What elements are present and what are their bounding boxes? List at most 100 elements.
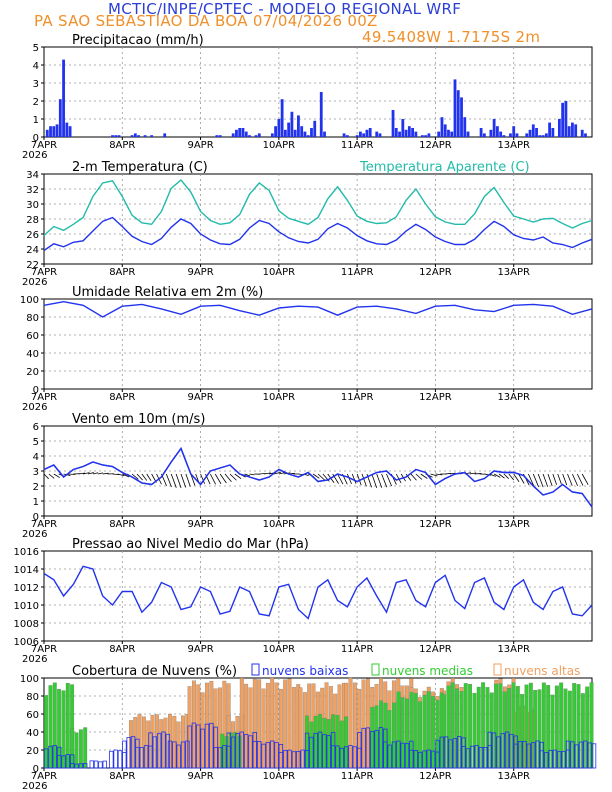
temperature-year-label: 2026 (22, 277, 47, 288)
cloud-bar-nuvens-baixas (291, 751, 297, 769)
precip-bar (453, 79, 457, 137)
precip-bar (496, 126, 499, 137)
wind-arrow (381, 473, 388, 488)
precip-xtick-label: 11APR (341, 140, 374, 151)
clouds-panel (41, 663, 597, 771)
cloud-bar-nuvens-altas (205, 682, 209, 769)
temperature-xtick-label: 10APR (263, 267, 296, 278)
wind-arrow (146, 473, 152, 482)
cloud-bar-nuvens-altas (257, 679, 262, 769)
precip-ytick-label: 0 (33, 133, 39, 144)
cloud-bar-nuvens-baixas (435, 739, 440, 769)
humidity-ytick-label: 60 (26, 331, 39, 342)
temperature-title: 2-m Temperatura (C) (72, 160, 208, 175)
precip-ytick-label: 4 (33, 61, 39, 72)
cloud-bar-nuvens-baixas (539, 750, 545, 769)
wind-arrow (102, 472, 109, 475)
cloud-bar-nuvens-baixas (591, 743, 597, 769)
wind-year-label: 2026 (22, 529, 47, 540)
cloud-bar-nuvens-baixas (361, 727, 366, 769)
wind-arrow (337, 473, 344, 485)
wind-arrow (264, 472, 271, 475)
precip-bar (404, 129, 408, 137)
cloud-bar-nuvens-baixas (161, 731, 166, 769)
cloud-bar-nuvens-baixas (274, 741, 279, 769)
cloud-bar-nuvens-baixas (278, 751, 284, 769)
precip-bar (49, 126, 52, 137)
precip-bar (466, 131, 470, 137)
cloud-bar-nuvens-baixas (487, 731, 492, 769)
pressure-xtick-label: 9APR (187, 644, 213, 655)
cloud-bar-nuvens-medias (83, 727, 88, 769)
wind-ytick-label: 1 (33, 497, 39, 508)
cloud-bar-nuvens-medias (70, 728, 75, 769)
precip-bar (117, 135, 121, 137)
cloud-bar-nuvens-baixas (222, 745, 227, 769)
precip-bar (528, 129, 532, 137)
wind-xtick-label: 11APR (341, 519, 374, 530)
clouds-ytick-label: 20 (26, 746, 39, 757)
cloud-legend-label: nuvens medias (382, 664, 473, 678)
precip-bar (58, 99, 62, 137)
cloud-bar-nuvens-medias (344, 716, 349, 769)
cloud-bar-nuvens-medias (435, 699, 440, 769)
precip-bar (114, 135, 118, 137)
cloud-bar-nuvens-baixas (48, 745, 53, 769)
wind-ytick-label: 5 (33, 437, 39, 448)
temperature-xtick-label: 8APR (109, 267, 135, 278)
wind-arrow (537, 473, 544, 488)
cloud-bar-nuvens-baixas (61, 755, 66, 769)
pressure-ytick-label: 1014 (14, 565, 39, 576)
temperature-ytick-label: 32 (26, 185, 39, 196)
precip-bar (310, 128, 313, 137)
wind-arrow (229, 473, 237, 481)
cloud-bar-nuvens-baixas (339, 747, 345, 769)
wind-arrow (200, 473, 205, 484)
cloud-bar-nuvens-baixas (56, 755, 62, 769)
cloud-bar-nuvens-baixas (296, 750, 301, 769)
cloud-bar-nuvens-baixas (235, 733, 240, 769)
cloud-bar-nuvens-altas (192, 680, 196, 769)
wind-arrow (165, 473, 172, 488)
precip-bar (235, 129, 238, 137)
cloud-bar-nuvens-baixas (509, 733, 514, 769)
humidity-xtick-label: 8APR (109, 392, 135, 403)
cloud-bar-nuvens-baixas (152, 736, 158, 769)
precip-bar (460, 97, 463, 137)
humidity-ytick-label: 40 (26, 349, 39, 360)
cloud-bar-nuvens-baixas (544, 752, 549, 769)
cloud-legend-swatch (251, 663, 260, 676)
humidity-xtick-label: 11APR (341, 392, 374, 403)
wind-ytick-label: 0 (33, 512, 39, 523)
cloud-bar-nuvens-baixas (213, 747, 218, 769)
pressure-xtick-label: 13APR (497, 644, 530, 655)
wind-arrow (185, 473, 191, 487)
precip-bar (55, 124, 59, 137)
cloud-bar-nuvens-baixas (448, 739, 453, 769)
wind-arrow (131, 473, 139, 480)
cloud-bar-nuvens-baixas (478, 747, 484, 769)
cloud-bar-nuvens-baixas (387, 744, 392, 769)
precip-bar (580, 129, 584, 137)
precip-bar (52, 126, 56, 137)
humidity-xtick-label: 10APR (263, 392, 296, 403)
cloud-bar-nuvens-baixas (522, 740, 527, 769)
temperature-series-line (43, 216, 593, 252)
cloud-bar-nuvens-baixas (417, 751, 423, 769)
wind-xtick-label: 9APR (187, 519, 213, 530)
precip-bar (489, 129, 493, 137)
cloud-bar-nuvens-altas (274, 682, 279, 769)
cloud-bar-nuvens-altas (213, 688, 218, 769)
wind-arrow (175, 473, 182, 489)
cloud-bar-nuvens-altas (348, 677, 353, 769)
cloud-bar-nuvens-medias (52, 682, 57, 769)
wind-arrow (518, 473, 525, 484)
cloud-bar-nuvens-baixas (122, 740, 127, 769)
wind-arrow (219, 473, 227, 484)
cloud-bar-nuvens-baixas (330, 745, 336, 769)
cloud-bar-nuvens-baixas (570, 741, 575, 769)
wind-arrow (136, 473, 143, 481)
precip-bar (323, 131, 326, 137)
cloud-bar-nuvens-baixas (117, 750, 123, 769)
